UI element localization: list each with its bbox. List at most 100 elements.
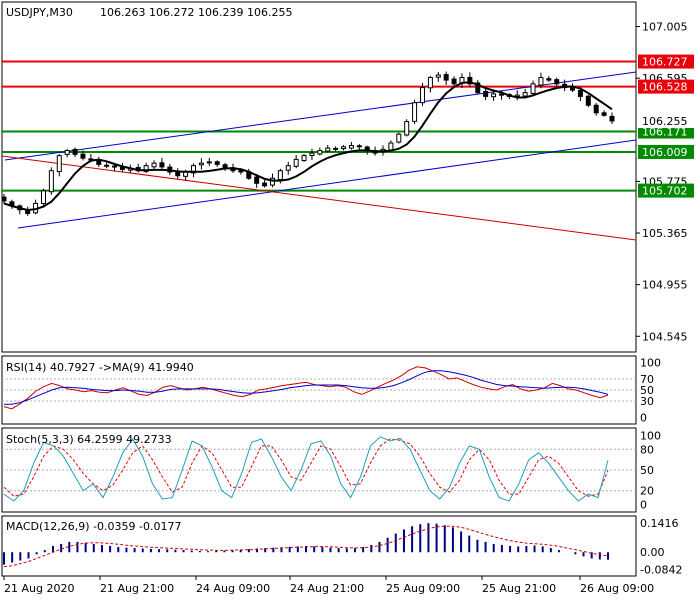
candle-body: [104, 164, 110, 167]
candle-body: [538, 77, 544, 86]
level-label: 106.171: [642, 126, 688, 139]
candle-body: [269, 177, 275, 186]
level-label: 106.528: [642, 81, 688, 94]
candle-body: [40, 190, 46, 204]
candle-body: [112, 165, 118, 168]
ohlc-readout: 106.263 106.272 106.239 106.255: [100, 6, 292, 19]
candle-body: [427, 77, 433, 89]
current-price-label: 106.255: [642, 115, 688, 128]
indicator-tick-label: 50: [640, 464, 654, 477]
current-price-box: [638, 113, 694, 128]
candle-body: [609, 115, 615, 122]
candle-body: [530, 83, 536, 94]
moving-average-line: [3, 81, 613, 212]
stoch-main-line: [3, 436, 609, 502]
macd-panel: MACD(12,26,9) -0.0359 -0.0177 0.1416 0.00…: [1, 515, 682, 577]
candle-body: [498, 93, 504, 96]
indicator-tick-label: 0: [640, 412, 647, 425]
level-labels: 106.727 106.528 106.171 106.009 105.702 106.2…: [638, 54, 694, 198]
candle-body: [206, 161, 212, 164]
candle-body: [119, 167, 125, 170]
candle-body: [491, 93, 497, 98]
candle-body: [254, 176, 260, 184]
candle-body: [198, 162, 204, 166]
indicator-tick-label: 100: [640, 430, 661, 443]
time-tick-label: 25 Aug 21:00: [482, 582, 556, 595]
candle-body: [333, 147, 339, 150]
candle-body: [159, 162, 165, 168]
macd-tick-label: 0.1416: [640, 517, 679, 530]
candle-body: [585, 95, 591, 106]
candle-body: [143, 165, 149, 172]
candle-body: [404, 121, 410, 136]
candle-body: [601, 112, 607, 116]
time-tick-label: 24 Aug 21:00: [290, 582, 364, 595]
candle-body: [412, 102, 418, 122]
price-panel: USDJPY,M30 106.263 106.272 106.239 106.2…: [1, 1, 694, 353]
candle-body: [325, 147, 331, 152]
candle-body: [396, 133, 402, 143]
price-tick-label: 104.545: [642, 330, 688, 343]
candle-body: [577, 90, 583, 97]
candle-body: [356, 145, 362, 148]
macd-axis: 0.1416 0.00 -0.0842: [640, 517, 682, 577]
candle-body: [64, 150, 70, 155]
candle-body: [48, 170, 54, 193]
rsi-ma-line: [4, 370, 609, 405]
candle-body: [554, 79, 560, 85]
time-tick-label: 26 Aug 09:00: [580, 582, 654, 595]
red-trend-line: [1, 155, 637, 241]
candle-body: [435, 74, 441, 78]
candle-body: [191, 165, 197, 174]
level-label: 106.009: [642, 146, 688, 159]
price-tick-label: 105.365: [642, 227, 688, 240]
time-tick-label: 25 Aug 09:00: [386, 582, 460, 595]
candle-body: [277, 170, 283, 180]
price-tick-label: 104.955: [642, 279, 688, 292]
blue-channel-lower: [17, 139, 637, 229]
indicator-tick-label: 30: [640, 395, 654, 408]
indicator-tick-label: 0: [640, 498, 647, 511]
indicator-tick-label: 50: [640, 384, 654, 397]
candle-body: [388, 142, 394, 151]
level-label-box: [638, 124, 694, 139]
indicator-tick-label: 70: [640, 373, 654, 386]
candle-body: [467, 76, 473, 85]
candle-body: [262, 182, 268, 187]
candle-body: [348, 145, 354, 149]
symbol-title: USDJPY,M30: [6, 6, 73, 19]
level-label-box: [638, 79, 694, 94]
candle-body: [301, 155, 307, 162]
level-label: 105.702: [642, 185, 688, 198]
stoch-signal-line: [3, 438, 609, 497]
candle-body: [419, 87, 425, 104]
candle-body: [1, 196, 7, 202]
candle-body: [546, 78, 552, 81]
macd-title: MACD(12,26,9) -0.0359 -0.0177: [6, 520, 181, 533]
indicator-tick-label: 20: [640, 485, 654, 498]
level-label-box: [638, 144, 694, 159]
time-tick-label: 24 Aug 09:00: [196, 582, 270, 595]
candle-body: [475, 82, 481, 94]
candle-body: [593, 104, 599, 114]
candle-body: [570, 87, 576, 91]
rsi-title: RSI(14) 40.7927 ->MA(9) 41.9940: [6, 361, 194, 374]
candle-body: [317, 150, 323, 155]
candle-body: [443, 74, 449, 81]
candle-body: [72, 148, 78, 155]
candle-body: [451, 78, 457, 85]
indicator-tick-label: 100: [640, 356, 661, 369]
indicator-tick-label: 80: [640, 443, 654, 456]
price-tick-label: 107.005: [642, 21, 688, 34]
candle-body: [483, 90, 489, 97]
candle-body: [522, 92, 528, 97]
candle-body: [56, 155, 62, 173]
level-label: 106.727: [642, 56, 688, 69]
stoch-title: Stoch(5,3,3) 64.2599 49.2733: [6, 433, 172, 446]
candle-body: [309, 152, 315, 157]
macd-tick-label: 0.00: [640, 546, 665, 559]
candle-body: [293, 158, 299, 167]
